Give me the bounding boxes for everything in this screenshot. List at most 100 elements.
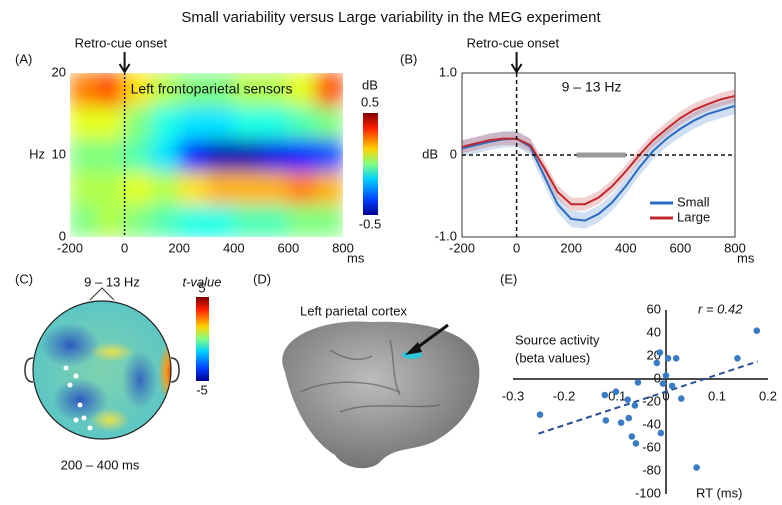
y-tick-label: -80: [642, 462, 661, 477]
heat-cell: [233, 203, 262, 237]
y-tick-label: -20: [642, 393, 661, 408]
scatter-point: [653, 359, 661, 367]
panel-label: (A): [15, 51, 32, 66]
heat-cell: [233, 105, 262, 140]
panel-label: (C): [15, 271, 33, 286]
brain-image: [282, 321, 480, 469]
scatter-point: [632, 440, 640, 447]
trend-line: [538, 360, 759, 435]
heat-cell: [287, 105, 317, 140]
heat-cell: [96, 138, 126, 172]
heat-cell: [315, 138, 343, 172]
heat-cell: [315, 105, 343, 140]
x-tick-label: 600: [670, 240, 692, 255]
colorbar-tick-label: -0.5: [359, 216, 381, 231]
scatter-point: [693, 464, 700, 471]
y-tick-label: 60: [647, 301, 661, 316]
panel-label: (D): [253, 271, 271, 286]
figure-title: Small variability versus Large variabili…: [181, 9, 601, 26]
scatter-point: [628, 433, 636, 440]
scatter-point: [656, 349, 664, 356]
topomap-title: 9 – 13 Hz: [84, 274, 140, 289]
heat-cell: [287, 170, 317, 205]
heat-cell: [287, 203, 317, 237]
x-tick-label: 200: [560, 240, 582, 255]
scatter-point: [672, 355, 680, 362]
heat-cell: [178, 105, 207, 140]
heat-cell: [287, 73, 317, 107]
x-tick-label: 0.2: [759, 388, 777, 403]
x-axis-label: ms: [737, 250, 755, 265]
heat-cell: [178, 203, 207, 237]
heat-cell: [206, 203, 235, 237]
annotation: 9 – 13 Hz: [562, 79, 622, 95]
y-tick-label: 20: [52, 64, 66, 79]
error-band: [462, 97, 735, 229]
x-tick-label: -0.3: [502, 388, 524, 403]
topomap: [24, 287, 180, 440]
x-tick-label: 800: [724, 240, 746, 255]
heat-cell: [96, 105, 126, 140]
x-axis-label: (beta values): [515, 350, 590, 365]
heat-cell: [233, 73, 262, 107]
brain-label: Left parietal cortex: [300, 303, 407, 318]
scatter-point: [657, 429, 665, 437]
colorbar-label: t-value: [182, 274, 221, 289]
heat-cell: [151, 105, 180, 140]
legend-label: Small: [677, 194, 710, 209]
y-tick-label: 40: [647, 324, 661, 339]
heat-cell: [287, 138, 317, 172]
heat-cell: [124, 203, 153, 237]
x-tick-label: 0: [121, 240, 128, 255]
x-axis-label: Source activity: [515, 332, 600, 347]
scatter-point: [601, 391, 609, 399]
heat-cell: [96, 170, 126, 205]
y-tick-label: -60: [642, 439, 661, 454]
heat-cell: [151, 203, 180, 237]
scatter-point: [602, 417, 610, 424]
x-tick-label: 0: [513, 240, 520, 255]
scatter-point: [625, 414, 633, 422]
y-tick-label: 1.0: [439, 64, 457, 79]
scatter-point: [668, 382, 676, 390]
heat-cell: [206, 105, 235, 140]
heat-cell: [70, 170, 98, 205]
y-tick-label: 0: [654, 370, 661, 385]
scatter-point: [634, 379, 642, 386]
x-tick-label: 0.1: [708, 388, 726, 403]
x-tick-label: 800: [332, 240, 354, 255]
heat-cell: [206, 170, 235, 205]
x-tick-label: 600: [278, 240, 300, 255]
heat-cell: [151, 138, 180, 172]
line: [461, 94, 736, 206]
panel-label: (E): [500, 271, 517, 286]
colorbar: [196, 297, 209, 381]
heatmap: [70, 73, 343, 237]
colorbar-label: dB: [362, 77, 378, 92]
heat-cell: [206, 73, 235, 107]
heat-cell: [260, 105, 289, 140]
y-tick-label: -1.0: [435, 228, 457, 243]
scatter-point: [659, 380, 667, 387]
heat-cell: [315, 170, 343, 205]
colorbar-tick-label: 0.5: [361, 94, 379, 109]
heat-cell: [315, 73, 343, 107]
colorbar: [363, 113, 378, 215]
heat-cell: [151, 73, 180, 107]
topomap-subtitle: 200 – 400 ms: [61, 457, 140, 472]
y-tick-label: -100: [635, 485, 661, 500]
heat-cell: [70, 73, 98, 107]
heat-cell: [315, 203, 343, 237]
x-tick-label: 400: [223, 240, 245, 255]
scatter-point: [624, 396, 632, 404]
heat-cell: [70, 203, 98, 237]
scatter-point: [612, 388, 620, 395]
heat-cell: [124, 170, 153, 205]
cue-label: Retro-cue onset: [75, 35, 168, 50]
scatter-point: [617, 419, 625, 427]
x-tick-label: 0: [662, 388, 669, 403]
x-tick-label: 200: [168, 240, 190, 255]
heat-cell: [178, 170, 207, 205]
x-tick-label: -200: [57, 240, 83, 255]
colorbar-tick-label: 5: [198, 280, 205, 295]
